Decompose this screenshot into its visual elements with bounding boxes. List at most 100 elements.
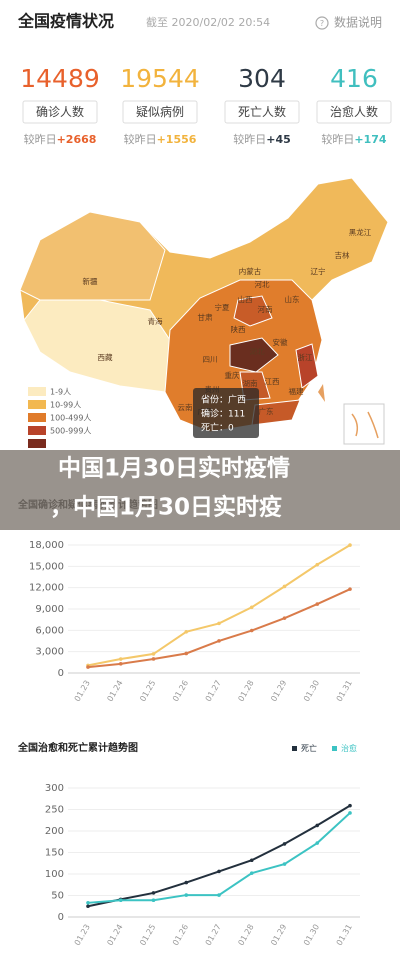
data-point [348,803,352,808]
legend-label: 10-99人 [50,401,81,410]
data-point [315,841,320,845]
chart-title: 全国治愈和死亡累计趋势图 [17,741,138,754]
y-tick-label: 18,000 [29,540,64,551]
province-label: 广东 [259,406,274,416]
map-henan [233,295,273,327]
legend-swatch [28,400,46,409]
data-point [86,904,90,909]
province-label: 河南 [258,304,273,314]
stat-value: 304 [238,64,286,93]
legend-swatch [332,746,337,751]
data-point [315,602,320,606]
y-tick-label: 6,000 [35,625,64,636]
province-label: 湖南 [243,378,258,388]
data-point [217,639,221,643]
stat-change-prefix: 较昨日 [321,132,354,146]
stat-change: 较昨日+45 [233,132,291,146]
y-tick-label: 250 [45,805,64,816]
province-label: 西藏 [98,352,113,362]
stat-change-value: +45 [266,133,291,146]
data-point [315,823,320,828]
province-label: 吉林 [335,250,350,260]
stat-value: 14489 [20,64,100,93]
tooltip-line: 死亡：0 [201,422,234,434]
help-icon[interactable] [315,16,329,30]
stat-change: 较昨日+1556 [124,132,197,146]
province-label: 青海 [148,316,163,326]
stat-change-value: +174 [354,133,387,146]
stat-label: 治愈人数 [330,104,378,119]
y-tick-label: 150 [45,848,64,859]
y-tick-label: 0 [58,668,64,679]
province-label: 安徽 [273,337,288,347]
province-label: 四川 [203,355,218,364]
province-label: 重庆 [225,370,240,380]
y-tick-label: 12,000 [29,583,64,594]
province-label: 辽宁 [311,266,326,276]
data-point [118,662,123,666]
legend-label: 治愈 [341,743,357,753]
y-tick-label: 15,000 [29,561,64,572]
map-zhejiang [295,343,319,389]
data-point [348,543,352,547]
stat-change: 较昨日+2668 [24,132,97,146]
province-label: 山西 [238,294,253,304]
banner [0,450,400,530]
province-label: 甘肃 [198,312,213,322]
legend-label: 500-999人 [50,427,91,436]
legend-label: 1-9人 [50,388,71,397]
legend-swatch [292,746,297,751]
stat-label-box [316,100,392,124]
data-point [282,616,287,620]
y-tick-label: 3,000 [35,647,64,658]
data-point [249,871,254,875]
tooltip-box [193,388,259,438]
province-label: 云南 [178,402,193,412]
help-icon-mark: ? [320,19,324,28]
tooltip-line: 确诊：111 [201,408,245,420]
y-tick-label: 300 [45,783,64,794]
data-point [249,628,254,633]
banner-line: 中国1月30日实时疫情 [58,455,290,482]
help-link[interactable]: 数据说明 [334,15,382,30]
province-label: 河北 [255,280,270,289]
data-point [184,629,189,634]
data-point [348,811,352,815]
data-point [86,901,90,905]
map-taiwan [318,384,325,402]
stat-change-value: +2668 [57,133,97,146]
map-hubei [229,337,279,373]
y-tick-label: 200 [45,826,64,837]
banner-text: 中国1月30日实时疫情 ，中国1月30日实时疫 [50,455,290,521]
data-point [184,880,189,885]
map [19,177,389,445]
stats-row: 14489确诊人数较昨日+266819544疑似病例较昨日+1556304死亡人… [20,64,392,146]
province-label: 宁夏 [215,302,230,312]
stat-label: 疑似病例 [136,104,184,119]
province-label: 浙江 [298,352,313,362]
stat-change-value: +1556 [157,133,197,146]
data-point [118,898,123,903]
data-point [315,562,320,567]
data-point [217,893,221,897]
stat-label-box [22,100,98,124]
stat-label: 确诊人数 [36,104,84,119]
stat-value: 19544 [120,64,200,93]
data-point [217,621,221,626]
data-point [184,893,189,897]
province-label: 新疆 [83,276,98,286]
legend-swatch [28,387,46,396]
data-point [282,584,287,589]
legend-label: 100-499人 [50,414,91,423]
data-point [151,891,156,895]
y-tick-label: 100 [45,869,64,880]
province-label: 江西 [265,377,280,386]
stat-value: 416 [330,64,378,93]
map-legend: 1-9人 10-99人 100-499人 500-999人 [28,387,91,448]
stat-change: 较昨日+174 [321,132,387,146]
banner-line: ，中国1月30日实时疫 [50,494,282,521]
map-inset [343,403,385,445]
legend-swatch [28,439,46,448]
